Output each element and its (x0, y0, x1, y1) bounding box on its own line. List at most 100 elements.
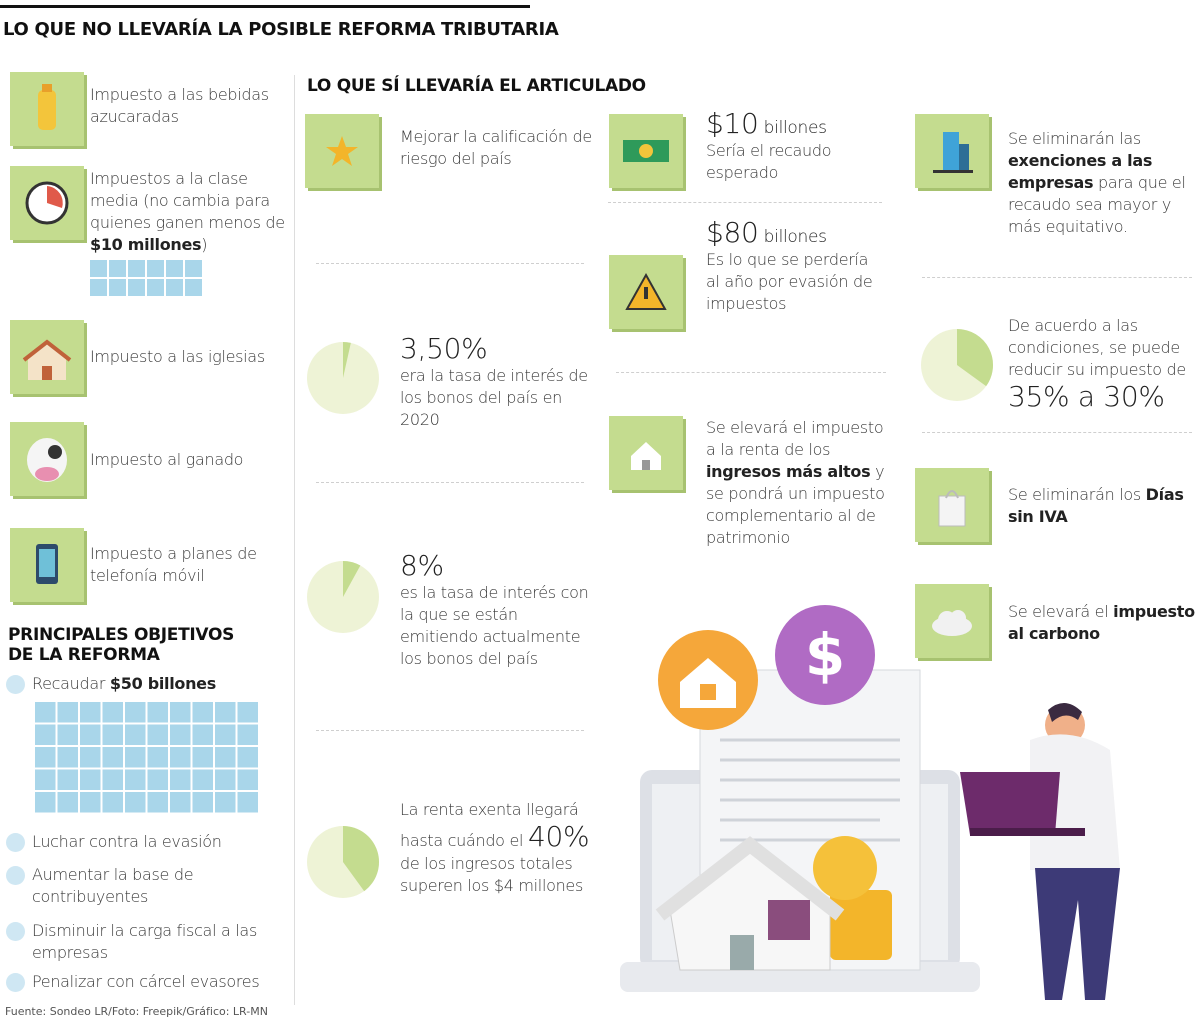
text-part: Se elevará el impuesto a la renta de los (706, 418, 884, 459)
text-part: Se eliminarán los (1008, 485, 1146, 504)
pie-slice (343, 826, 379, 892)
square (125, 792, 146, 813)
text-part: Luchar contra la evasión (32, 832, 222, 851)
square (125, 702, 146, 723)
square (80, 747, 101, 768)
icon (10, 72, 84, 146)
square (237, 747, 258, 768)
square (128, 260, 145, 277)
text-part: de los ingresos totales superen los $4 m… (400, 854, 584, 895)
icon-glyph (25, 181, 69, 225)
item-text: Luchar contra la evasión (32, 831, 272, 853)
icon-glyph (27, 438, 67, 482)
separator (608, 202, 882, 203)
icon-glyph (625, 272, 667, 310)
text-part: La renta exenta llegará hasta cuándo el (400, 800, 579, 850)
pie-slice (957, 329, 993, 387)
square (170, 747, 191, 768)
icon-shape (950, 610, 966, 626)
item-text: Disminuir la carga fiscal a las empresas (32, 920, 272, 964)
square (215, 792, 236, 813)
pie (307, 561, 379, 633)
icon-shape (642, 460, 650, 470)
text-part: $10 millones (90, 235, 202, 254)
bullet (6, 675, 25, 694)
pie (921, 329, 993, 401)
icon-shape (644, 287, 648, 299)
square (57, 724, 78, 745)
icon (609, 255, 683, 329)
square (125, 769, 146, 790)
icon-shape (639, 144, 653, 158)
bullet (6, 973, 25, 992)
square (215, 702, 236, 723)
icon (915, 114, 989, 188)
bullet (6, 866, 25, 885)
icon-shape (35, 467, 59, 481)
square (57, 702, 78, 723)
item-text: Se elevará el impuesto al carbono (1008, 601, 1198, 645)
square (215, 747, 236, 768)
square (170, 724, 191, 745)
text-part: Mejorar la calificación de riesgo del pa… (400, 127, 592, 168)
square (192, 724, 213, 745)
icon (10, 528, 84, 602)
text-part: De acuerdo a las condiciones, se puede r… (1008, 316, 1186, 379)
square (166, 260, 183, 277)
icon (10, 422, 84, 496)
icon (915, 584, 989, 658)
square (147, 279, 164, 296)
separator (316, 482, 584, 483)
square (102, 792, 123, 813)
square (125, 724, 146, 745)
square (215, 724, 236, 745)
square (102, 769, 123, 790)
separator (922, 277, 1192, 278)
separator (616, 372, 886, 373)
square (170, 702, 191, 723)
square (166, 279, 183, 296)
square (35, 702, 56, 723)
icon-shape (28, 344, 66, 380)
square (57, 747, 78, 768)
icon-glyph (932, 610, 972, 636)
item-text: 8% es la tasa de interés con la que se es… (400, 550, 600, 670)
icon (609, 114, 683, 188)
icon-shape (22, 339, 72, 362)
text-part: era la tasa de interés de los bonos del … (400, 366, 588, 429)
icon-glyph (623, 140, 669, 162)
text-part: Se elevará el (1008, 602, 1114, 621)
square (102, 747, 123, 768)
icon-glyph (933, 132, 973, 173)
icon-glyph (22, 339, 72, 380)
text-part: Impuesto a las iglesias (90, 347, 265, 366)
bullet (6, 922, 25, 941)
item-text: La renta exenta llegará hasta cuándo el … (400, 799, 600, 897)
text-part: Impuesto a planes de telefonía móvil (90, 544, 257, 585)
text-part: ) (201, 235, 208, 254)
square (147, 260, 164, 277)
text-part: Impuesto al ganado (90, 450, 244, 469)
icon-shape (326, 136, 358, 166)
item-text: Recaudar $50 billones (32, 673, 272, 695)
pie (307, 342, 379, 414)
squares (90, 260, 202, 296)
icon-glyph (326, 136, 358, 166)
item-text: 3,50% era la tasa de interés de los bonos… (400, 333, 600, 431)
text-part: Sería el recaudo esperado (706, 141, 832, 182)
item-text: De acuerdo a las condiciones, se puede r… (1008, 315, 1193, 413)
text-part: 3,50% (400, 332, 488, 365)
item-text: Se eliminarán los Días sin IVA (1008, 484, 1188, 528)
square (80, 702, 101, 723)
icon (609, 416, 683, 490)
square (57, 769, 78, 790)
square (147, 724, 168, 745)
square (35, 792, 56, 813)
text-part: billones (758, 118, 827, 138)
included-title: LO QUE SÍ LLEVARÍA EL ARTICULADO (307, 76, 646, 96)
separator (316, 730, 584, 731)
text-part: 40% (527, 820, 590, 853)
square (192, 747, 213, 768)
text-part: $50 billones (109, 674, 216, 693)
square (35, 769, 56, 790)
